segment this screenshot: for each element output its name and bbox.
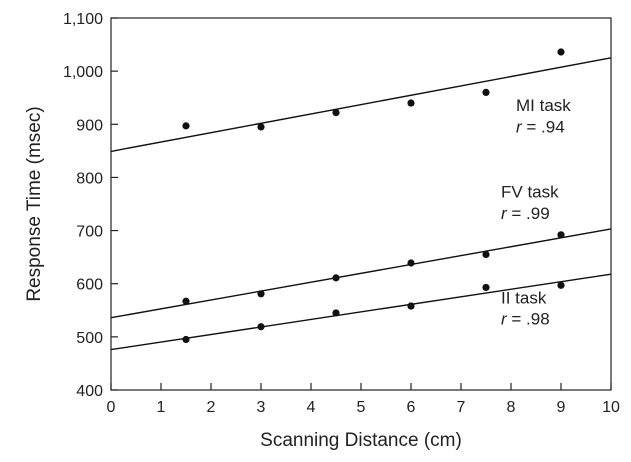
correlation-value: = .98 — [507, 310, 550, 329]
data-point — [407, 259, 415, 267]
data-point — [407, 99, 415, 107]
x-tick-label: 9 — [557, 399, 566, 416]
series-label: MI task — [516, 96, 571, 115]
axis-tick-labels: 0 1 2 3 4 5 6 7 8 9 10 400 500 600 700 800 900 1,000 1,100 — [63, 11, 620, 416]
y-tick-label: 400 — [76, 383, 103, 400]
correlation-value: = .99 — [507, 204, 550, 223]
data-point — [257, 290, 265, 298]
data-point — [332, 108, 340, 117]
x-axis-title: Scanning Distance (cm) — [260, 430, 462, 451]
fit-line — [110, 57, 612, 153]
data-point — [557, 281, 565, 289]
correlation-symbol: r — [501, 204, 508, 223]
fit-lines — [110, 57, 612, 351]
y-tick-label: 600 — [76, 277, 103, 294]
correlation-label: r = .99 — [501, 204, 550, 223]
series-label: II task — [501, 288, 547, 307]
correlation-symbol: r — [501, 310, 508, 329]
y-tick-label: 700 — [76, 224, 103, 241]
data-point — [182, 297, 190, 305]
data-points — [182, 48, 565, 344]
y-tick-label: 1,100 — [63, 11, 103, 28]
data-point — [332, 274, 340, 282]
correlation-label: r = .94 — [516, 117, 565, 136]
series-label: FV task — [501, 183, 559, 202]
series-annotations: MI task r = .94 FV task r = .99 II task r = .… — [501, 96, 571, 329]
data-point — [557, 231, 565, 239]
x-tick-label: 5 — [357, 399, 366, 416]
data-point — [482, 88, 490, 96]
data-point — [482, 283, 490, 292]
x-tick-label: 0 — [107, 399, 116, 416]
y-tick-label: 1,000 — [63, 64, 103, 81]
data-point — [332, 309, 340, 317]
fit-line — [110, 228, 612, 319]
data-point — [407, 302, 415, 310]
y-tick-label: 900 — [76, 117, 103, 134]
x-tick-label: 2 — [207, 399, 216, 416]
correlation-value: = .94 — [522, 117, 565, 136]
x-tick-label: 10 — [602, 399, 620, 416]
x-tick-label: 1 — [157, 399, 166, 416]
y-tick-label: 800 — [76, 170, 103, 187]
data-point — [257, 123, 265, 131]
x-tick-label: 4 — [307, 399, 316, 416]
data-point — [182, 122, 190, 130]
x-tick-label: 6 — [407, 399, 416, 416]
x-tick-label: 3 — [257, 399, 266, 416]
data-point — [482, 250, 490, 259]
y-axis-title: Response Time (msec) — [24, 106, 45, 301]
correlation-symbol: r — [516, 117, 523, 136]
fit-line — [110, 273, 612, 351]
y-tick-label: 500 — [76, 330, 103, 347]
x-tick-label: 7 — [457, 399, 466, 416]
axis-ticks — [110, 17, 612, 391]
data-point — [557, 48, 565, 56]
correlation-label: r = .98 — [501, 310, 550, 329]
data-point — [182, 335, 190, 344]
x-tick-label: 8 — [507, 399, 516, 416]
data-point — [257, 323, 265, 331]
